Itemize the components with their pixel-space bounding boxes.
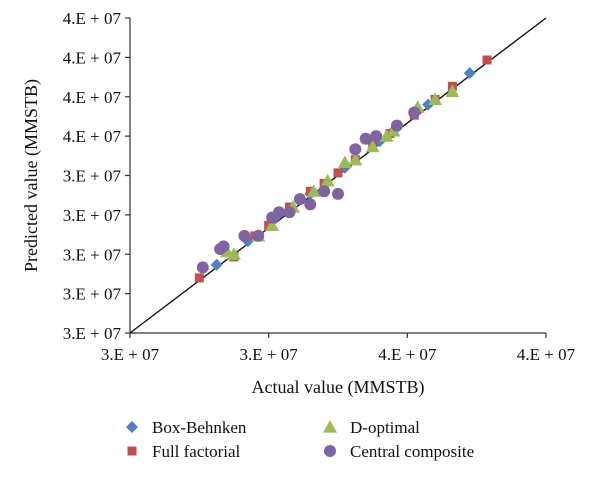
legend: Box-Behnken Full factorial D-optimal Centra… [126,418,474,461]
x-tick-label: 3.E + 07 [240,345,299,364]
y-axis-ticks: 3.E + 07 3.E + 07 3.E + 07 3.E + 07 3.E + 07… [63,9,130,343]
y-tick-label: 3.E + 07 [63,245,122,264]
legend-marker [324,445,336,457]
data-point [445,84,460,98]
legend-item: Full factorial [127,442,241,461]
data-point [408,106,421,119]
data-point [337,155,352,168]
x-tick-label: 3.E + 07 [101,345,160,364]
y-tick-label: 3.E + 07 [63,324,122,343]
legend-label: Box-Behnken [152,418,247,437]
x-tick-label: 4.E + 07 [378,345,437,364]
data-point [359,132,372,145]
data-point [227,247,241,260]
y-tick-label: 4.E + 07 [63,9,122,28]
data-point [196,261,209,274]
legend-marker [126,421,138,433]
y-axis-title: Predicted value (MMSTB) [21,79,42,272]
data-point [238,229,251,242]
legend-label: Full factorial [152,442,241,461]
legend-marker [127,446,137,456]
series-central-composite [196,106,421,274]
data-point [463,67,476,80]
data-point [210,258,223,271]
data-point [318,185,331,198]
legend-label: D-optimal [350,418,420,437]
legend-marker [323,420,337,433]
data-point [348,152,363,166]
legend-item: D-optimal [323,418,420,437]
data-point [390,119,403,132]
data-point [252,229,265,242]
data-point [482,55,492,65]
y-tick-label: 4.E + 07 [63,88,122,107]
y-tick-label: 3.E + 07 [63,206,122,225]
data-point [365,139,380,153]
data-point [194,273,204,283]
data-point [304,198,317,211]
data-point [293,193,306,206]
x-tick-label: 4.E + 07 [517,345,576,364]
data-point [273,206,286,219]
x-axis-ticks: 3.E + 07 3.E + 07 4.E + 07 4.E + 07 [101,333,576,364]
data-point [333,168,343,178]
data-point [306,184,321,197]
legend-item: Central composite [324,442,474,461]
data-point [349,143,362,156]
data-point [265,218,280,231]
data-point [379,129,394,142]
data-point [332,187,344,200]
data-point [428,92,443,105]
legend-label: Central composite [350,442,474,461]
data-point [217,240,230,253]
axes: 3.E + 07 3.E + 07 4.E + 07 4.E + 07 3.E + 0… [63,9,576,364]
y-tick-label: 3.E + 07 [63,167,122,186]
data-point [283,206,296,219]
x-axis-title: Actual value (MMSTB) [252,377,425,398]
y-tick-label: 4.E + 07 [63,48,122,67]
data-point [320,173,335,187]
data-points [194,55,492,283]
data-point [370,130,383,143]
legend-item: Box-Behnken [126,418,247,437]
y-tick-label: 4.E + 07 [63,127,122,146]
y-tick-label: 3.E + 07 [63,285,122,304]
